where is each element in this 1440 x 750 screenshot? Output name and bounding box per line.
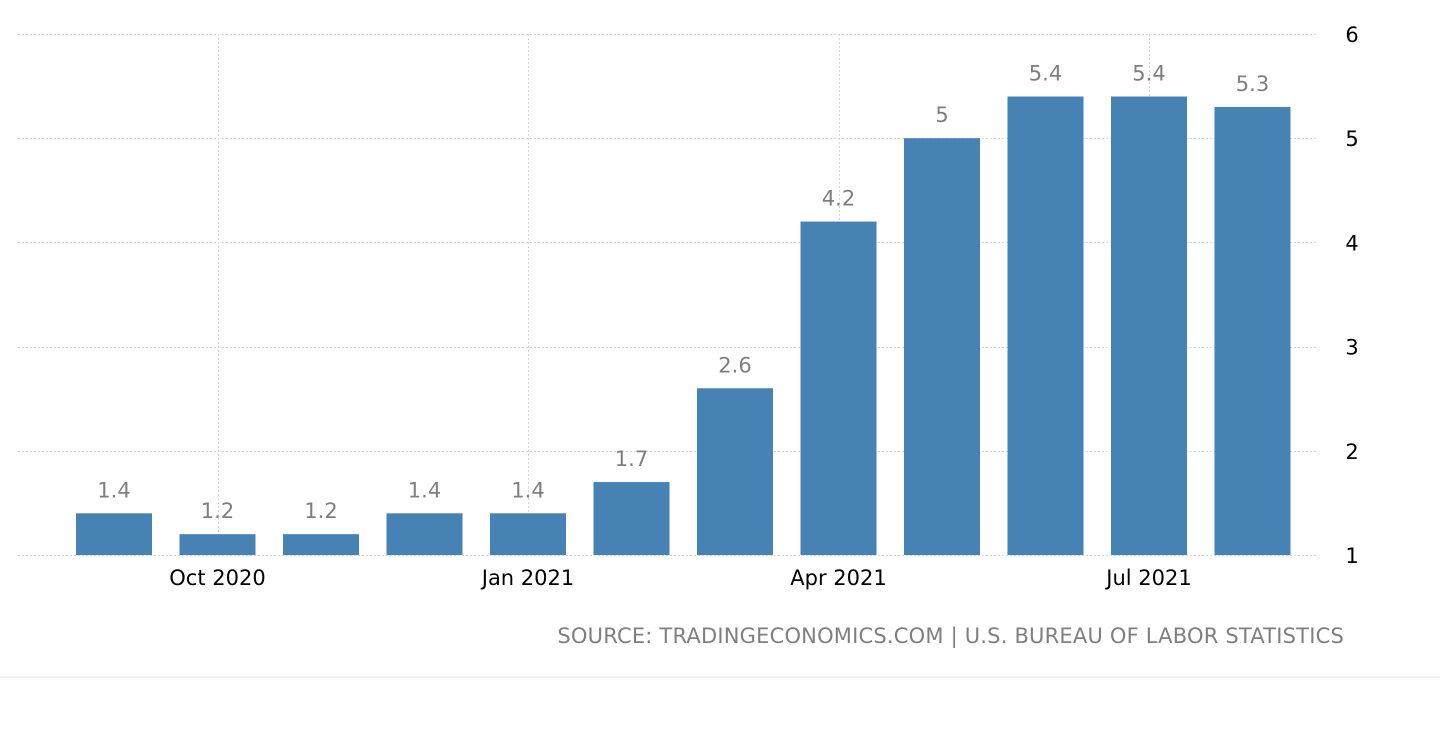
y-tick-label: 5 — [1345, 127, 1358, 151]
bar-value-label: 5 — [935, 103, 948, 127]
y-tick-label: 3 — [1345, 336, 1358, 360]
source-credit: SOURCE: TRADINGECONOMICS.COM | U.S. BURE… — [557, 624, 1344, 648]
footer-divider — [0, 676, 1440, 678]
bar[interactable] — [697, 388, 773, 555]
bar-value-label: 1.4 — [408, 478, 441, 502]
bar[interactable] — [1007, 96, 1084, 556]
bar[interactable] — [904, 138, 980, 555]
bar-value-label: 2.6 — [718, 353, 751, 377]
value-labels-group: 1.4 1.2 1.2 1.4 1.4 1.7 2.6 4.2 5 5.4 5.4 5.3 — [97, 62, 1269, 524]
bar[interactable] — [179, 534, 256, 555]
bar-value-label: 1.4 — [511, 478, 544, 502]
bar-chart: 1.4 1.2 1.2 1.4 1.4 1.7 2.6 4.2 5 5.4 5.4 5.3 Oct 2… — [18, 23, 1359, 590]
bar[interactable] — [283, 534, 359, 555]
x-tick-label: Apr 2021 — [790, 566, 886, 590]
y-tick-label: 4 — [1345, 231, 1358, 255]
y-tick-label: 1 — [1345, 544, 1358, 568]
bar[interactable] — [1111, 96, 1187, 556]
x-tick-label: Jan 2021 — [480, 566, 575, 590]
bar[interactable] — [490, 513, 566, 555]
bar-value-label: 1.4 — [97, 478, 130, 502]
x-tick-label: Oct 2020 — [169, 566, 265, 590]
bar-value-label: 1.2 — [304, 499, 337, 523]
bar-value-label: 5.4 — [1029, 62, 1062, 86]
bar[interactable] — [1214, 106, 1291, 555]
y-axis-ticks: 1 2 3 4 5 6 — [1345, 23, 1358, 568]
y-tick-label: 6 — [1345, 23, 1358, 47]
bar-value-label: 5.3 — [1236, 72, 1269, 96]
bar-value-label: 5.4 — [1132, 62, 1165, 86]
bar-value-label: 1.7 — [615, 447, 648, 471]
bar[interactable] — [593, 482, 670, 555]
x-tick-label: Jul 2021 — [1104, 566, 1191, 590]
x-axis-ticks: Oct 2020 Jan 2021 Apr 2021 Jul 2021 — [169, 566, 1191, 590]
y-tick-label: 2 — [1345, 440, 1358, 464]
bar-value-label: 1.2 — [201, 499, 234, 523]
bars-group — [76, 96, 1291, 556]
bar[interactable] — [386, 513, 463, 555]
bar-value-label: 4.2 — [822, 187, 855, 211]
bar[interactable] — [76, 513, 152, 555]
bar[interactable] — [800, 221, 877, 555]
